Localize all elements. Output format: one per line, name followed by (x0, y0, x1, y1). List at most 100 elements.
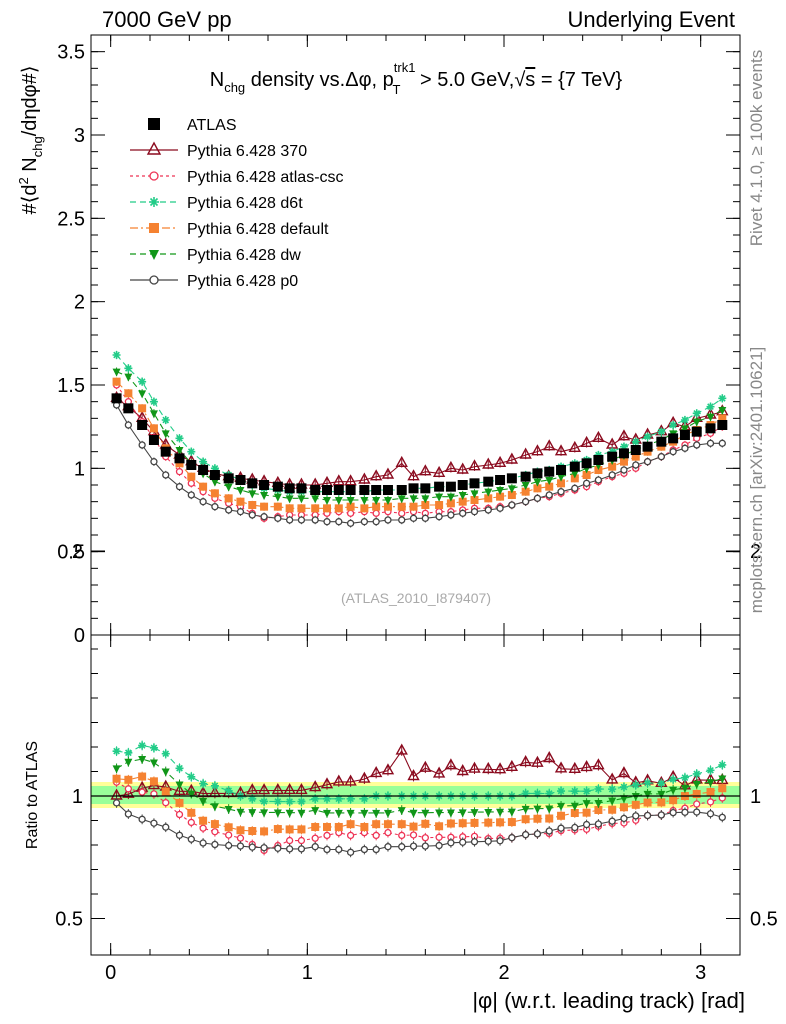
data-point (434, 481, 445, 492)
data-point (224, 483, 233, 492)
data-point (691, 426, 702, 437)
ratio-point (632, 812, 640, 820)
data-point (248, 511, 256, 519)
ratio-point (199, 797, 208, 806)
ratio-point (138, 756, 147, 765)
data-point (322, 485, 332, 495)
series-line (116, 384, 723, 519)
ratio-point (456, 764, 469, 776)
data-point (174, 453, 185, 464)
data-point (495, 475, 506, 485)
legend-label: Pythia 6.428 p0 (187, 273, 298, 290)
ratio-point (571, 823, 579, 832)
data-point (468, 459, 481, 471)
data-point (199, 498, 207, 506)
data-point (493, 455, 507, 468)
axis-ticks: 0 1 2 3 0 0.5 1 1.5 2 2.5 3 3.5 0.5 0.5 1 1 2 2 (55, 35, 778, 984)
ratio-point (693, 800, 701, 808)
data-point (371, 485, 382, 495)
data-point (533, 478, 542, 487)
data-point (680, 425, 689, 434)
ratio-point (482, 761, 495, 774)
ratio-point (260, 827, 269, 836)
ratio-point (594, 820, 603, 828)
data-point (111, 393, 122, 404)
data-point (631, 437, 640, 446)
rivet-version-label: Rivet 4.1.0, ≥ 100k events (747, 50, 766, 246)
ratio-point (224, 786, 233, 795)
data-point (297, 504, 306, 513)
data-point (520, 471, 531, 482)
data-point (285, 516, 294, 524)
ratio-point (372, 831, 380, 840)
ratio-point (484, 808, 493, 817)
data-point (148, 435, 159, 445)
data-point (285, 504, 294, 513)
ratio-point (608, 805, 617, 814)
data-point (630, 445, 641, 455)
ratio-point (199, 824, 207, 832)
data-point (112, 377, 121, 386)
ratio-point (274, 844, 282, 852)
ratio-point (608, 797, 617, 806)
data-point (643, 432, 652, 441)
ratio-point (496, 837, 504, 845)
data-point (521, 482, 530, 490)
ratio-point (557, 787, 566, 796)
data-point (274, 514, 282, 522)
legend-label: ATLAS (187, 117, 237, 134)
data-point (507, 485, 516, 494)
x-tick-label: 0 (105, 962, 116, 984)
ratio-point (669, 786, 678, 795)
data-point (706, 413, 715, 422)
data-point (593, 455, 604, 465)
data-point (718, 407, 727, 415)
ratio-point (508, 834, 516, 842)
legend-label: Pythia 6.428 atlas-csc (187, 169, 344, 186)
ratio-point (435, 822, 444, 831)
data-point (149, 410, 158, 419)
ratio-point (285, 809, 294, 818)
data-point (557, 479, 566, 488)
data-point (582, 471, 591, 479)
ratio-point (297, 797, 306, 806)
ratio-point (210, 820, 219, 829)
ratio-point (421, 834, 429, 842)
data-point (224, 494, 233, 503)
ratio-point (323, 822, 331, 831)
data-point (372, 502, 381, 511)
data-point (345, 485, 356, 495)
ratio-point (459, 838, 467, 846)
ratio-point (493, 762, 507, 774)
main-plot-area (110, 350, 729, 528)
legend-item: Pythia 6.428 dw (130, 247, 301, 264)
ratio-point (594, 785, 603, 793)
ratio-point (295, 782, 308, 795)
data-point (571, 484, 579, 492)
data-point (543, 439, 556, 451)
data-point (482, 457, 495, 469)
ratio-point (533, 789, 542, 798)
ratio-point (297, 825, 306, 834)
data-point (607, 451, 618, 462)
ratio-point (173, 783, 186, 796)
ratio-point (187, 818, 195, 827)
ratio-point (260, 809, 269, 818)
data-point (618, 448, 629, 459)
ratio-point (519, 755, 532, 767)
data-point (470, 496, 479, 504)
ratio-point (360, 845, 369, 854)
ratio-point (557, 811, 566, 820)
ratio-point (149, 777, 158, 786)
ratio-y-tick-label: 1 (72, 786, 83, 808)
ratio-point (225, 831, 233, 839)
data-point (545, 491, 553, 499)
legend-item: Pythia 6.428 atlas-csc (130, 169, 344, 186)
data-point (679, 430, 690, 440)
ratio-point (619, 795, 628, 804)
ratio-point (432, 766, 446, 778)
data-point (643, 458, 652, 466)
ratio-point (570, 802, 579, 811)
data-point (706, 439, 715, 447)
ratio-point (608, 817, 616, 825)
